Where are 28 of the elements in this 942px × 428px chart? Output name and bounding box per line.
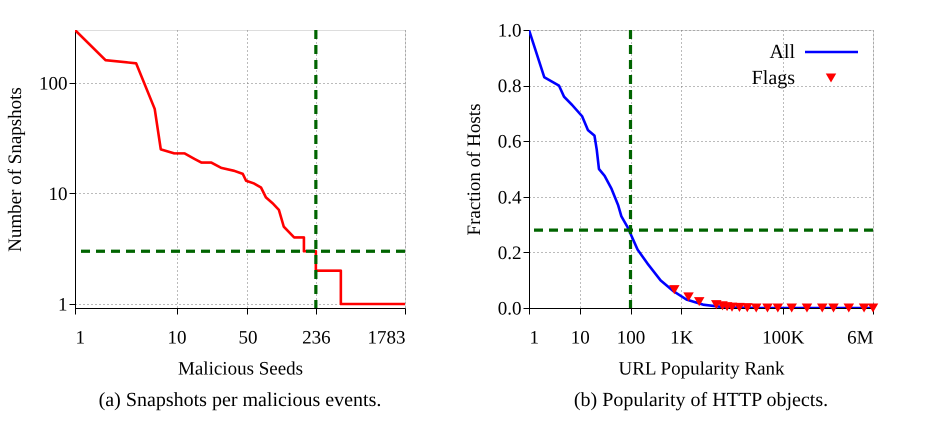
text: (b) Popularity of HTTP objects.	[574, 389, 828, 411]
y-tick-label: 0.8	[498, 76, 522, 98]
x-tick-label: 100K	[762, 328, 805, 348]
text: (a) Snapshots per malicious events.	[98, 389, 382, 411]
x-tick-label: 1	[76, 328, 85, 348]
y-tick-label: 100	[39, 73, 68, 94]
y-tick-label: 1	[58, 294, 68, 316]
x-tick-label: 1	[530, 328, 539, 348]
x-tick-label: 1K	[670, 328, 694, 348]
x-tick-label: 10	[168, 328, 187, 348]
y-tick-label: 1.0	[498, 20, 522, 42]
y-tick-label: 0.2	[498, 242, 522, 264]
y-tick-label: 0.0	[498, 298, 522, 320]
legend-label: All	[769, 41, 796, 63]
y-axis-title: Number of Snapshots	[5, 87, 26, 252]
x-axis-title: Malicious Seeds	[178, 358, 304, 380]
y-tick-label: 10	[48, 184, 68, 205]
x-tick-label: 1783	[368, 328, 406, 348]
x-tick-label: 236	[302, 328, 331, 348]
y-tick-label: 0.6	[498, 132, 522, 153]
legend-label: Flags	[752, 67, 796, 89]
y-axis-title: Fraction of Hosts	[464, 104, 485, 236]
x-tick-label: 6M	[847, 328, 874, 348]
x-tick-label: 10	[570, 328, 590, 348]
x-axis-title: URL Popularity Rank	[618, 358, 786, 380]
y-tick-label: 0.4	[498, 187, 522, 208]
x-tick-label: 50	[238, 328, 258, 348]
x-tick-label: 100	[616, 328, 646, 348]
